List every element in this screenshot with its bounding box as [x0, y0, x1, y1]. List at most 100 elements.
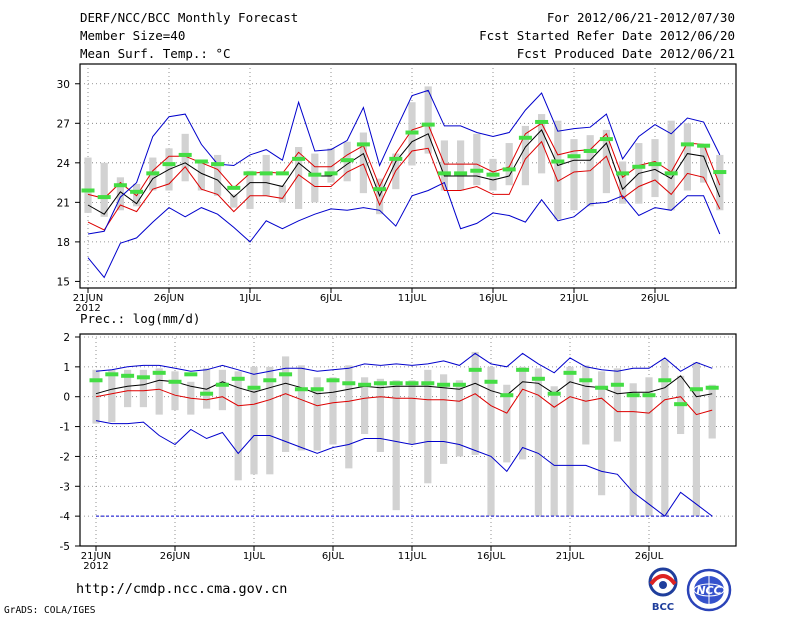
- x-tick-label: 26JUN: [160, 551, 190, 562]
- y-tick-label: 21: [57, 197, 70, 209]
- climatology-marker: [632, 164, 646, 169]
- climatology-marker: [178, 152, 192, 157]
- ensemble-range-bar: [278, 185, 286, 203]
- climatology-marker: [81, 188, 95, 193]
- series-line-mean: [87, 129, 721, 215]
- plot-frame: [79, 333, 737, 547]
- climatology-marker: [595, 385, 609, 390]
- ensemble-range-bar: [613, 368, 621, 442]
- ensemble-range-bar: [473, 133, 481, 186]
- ensemble-range-bar: [329, 377, 337, 445]
- y-tick-label: 18: [57, 237, 70, 249]
- climatology-marker: [405, 381, 419, 386]
- ensemble-range-bar: [313, 377, 321, 451]
- climatology-marker: [547, 391, 561, 396]
- ensemble-range-bar: [234, 371, 242, 481]
- climatology-marker: [616, 171, 630, 176]
- ensemble-range-bar: [282, 356, 290, 452]
- y-tick-label: 30: [57, 79, 70, 91]
- climatology-marker: [567, 154, 581, 159]
- ensemble-range-bar: [266, 366, 274, 475]
- x-tick-label: 16JUL: [477, 551, 506, 562]
- series-line-mean: [95, 375, 713, 398]
- ensemble-range-bar: [297, 365, 305, 451]
- source-url[interactable]: http://cmdp.ncc.cma.gov.cn: [76, 581, 288, 597]
- climatology-marker: [243, 171, 257, 176]
- ensemble-range-bar: [311, 153, 319, 203]
- y-tick-label: -3: [60, 481, 70, 493]
- climatology-marker: [563, 370, 577, 375]
- ensemble-range-bar: [667, 120, 675, 211]
- y-tick-label: 15: [57, 276, 70, 288]
- climatology-marker: [468, 367, 482, 372]
- climatology-marker: [452, 382, 466, 387]
- climatology-marker: [713, 170, 727, 175]
- climatology-marker: [486, 172, 500, 177]
- ensemble-range-bar: [108, 369, 116, 423]
- y-tick-label: 0: [63, 392, 70, 404]
- y-tick-label: 24: [57, 158, 71, 170]
- ensemble-range-bar: [692, 362, 700, 517]
- climatology-marker: [136, 375, 150, 380]
- climatology-marker: [194, 159, 208, 164]
- climatology-marker: [579, 378, 593, 383]
- y-tick-label: 27: [57, 118, 70, 130]
- ensemble-range-bar: [100, 162, 108, 217]
- ensemble-range-bar: [116, 177, 124, 211]
- climatology-marker: [308, 172, 322, 177]
- x-tick-label: 6JUL: [320, 293, 343, 304]
- y-tick-label: 2: [63, 332, 70, 344]
- climatology-marker: [130, 189, 144, 194]
- climatology-marker: [705, 385, 719, 390]
- member-size: Member Size=40: [80, 28, 186, 43]
- climatology-marker: [211, 162, 225, 167]
- ensemble-range-bar: [550, 386, 558, 517]
- ensemble-range-bar: [246, 170, 254, 209]
- climatology-marker: [200, 391, 214, 396]
- climatology-marker: [500, 393, 514, 398]
- forecast-produced-date: Fcst Produced Date 2012/06/21: [516, 46, 735, 61]
- panel-1-variable: Mean Surf. Temp.: °C: [80, 46, 231, 61]
- ensemble-range-bar: [218, 369, 226, 411]
- ensemble-range-bar: [359, 132, 367, 194]
- ensemble-range-bar: [519, 366, 527, 460]
- ensemble-range-bar: [534, 368, 542, 517]
- climatology-marker: [231, 376, 245, 381]
- ensemble-range-bar: [716, 154, 724, 211]
- climatology-marker: [292, 156, 306, 161]
- climatology-marker: [279, 372, 293, 377]
- climatology-marker: [389, 381, 403, 386]
- ensemble-range-bar: [181, 133, 189, 182]
- climatology-marker: [599, 137, 613, 142]
- climatology-marker: [247, 385, 261, 390]
- climatology-marker: [227, 185, 241, 190]
- ensemble-range-bar: [139, 369, 147, 408]
- climatology-marker: [215, 382, 229, 387]
- x-tick-label: 21JUL: [560, 293, 589, 304]
- ensemble-range-bar: [440, 140, 448, 191]
- climatology-marker: [421, 381, 435, 386]
- climatology-marker: [310, 387, 324, 392]
- bcc-logo-text: BCC: [652, 602, 674, 612]
- climatology-marker: [502, 167, 516, 172]
- climatology-marker: [454, 171, 468, 176]
- ensemble-range-bar: [505, 143, 513, 186]
- y-tick-label: -4: [60, 511, 71, 523]
- series-line-q25: [95, 388, 713, 416]
- x-tick-label: 21JUN: [81, 551, 111, 562]
- y-tick-label: 1: [63, 362, 70, 374]
- climatology-marker: [421, 122, 435, 127]
- x-tick-label: 21JUL: [556, 551, 585, 562]
- y-tick-label: -1: [60, 422, 70, 434]
- climatology-marker: [551, 159, 565, 164]
- ensemble-range-bar: [155, 368, 163, 415]
- ensemble-range-bar: [250, 366, 258, 475]
- ncc-logo-icon: NCC: [686, 568, 732, 612]
- forecast-period: For 2012/06/21-2012/07/30: [546, 10, 735, 25]
- series-line-q25: [87, 140, 721, 231]
- x-tick-label: 1JUL: [239, 293, 262, 304]
- climatology-marker: [658, 378, 672, 383]
- climatology-marker: [168, 379, 182, 384]
- ensemble-range-bar: [602, 129, 610, 194]
- panel-1: 15 18 21 24 27 30 21JUN 26JUN 1JUL 6JUL 11JUL 16JUL…: [57, 63, 737, 314]
